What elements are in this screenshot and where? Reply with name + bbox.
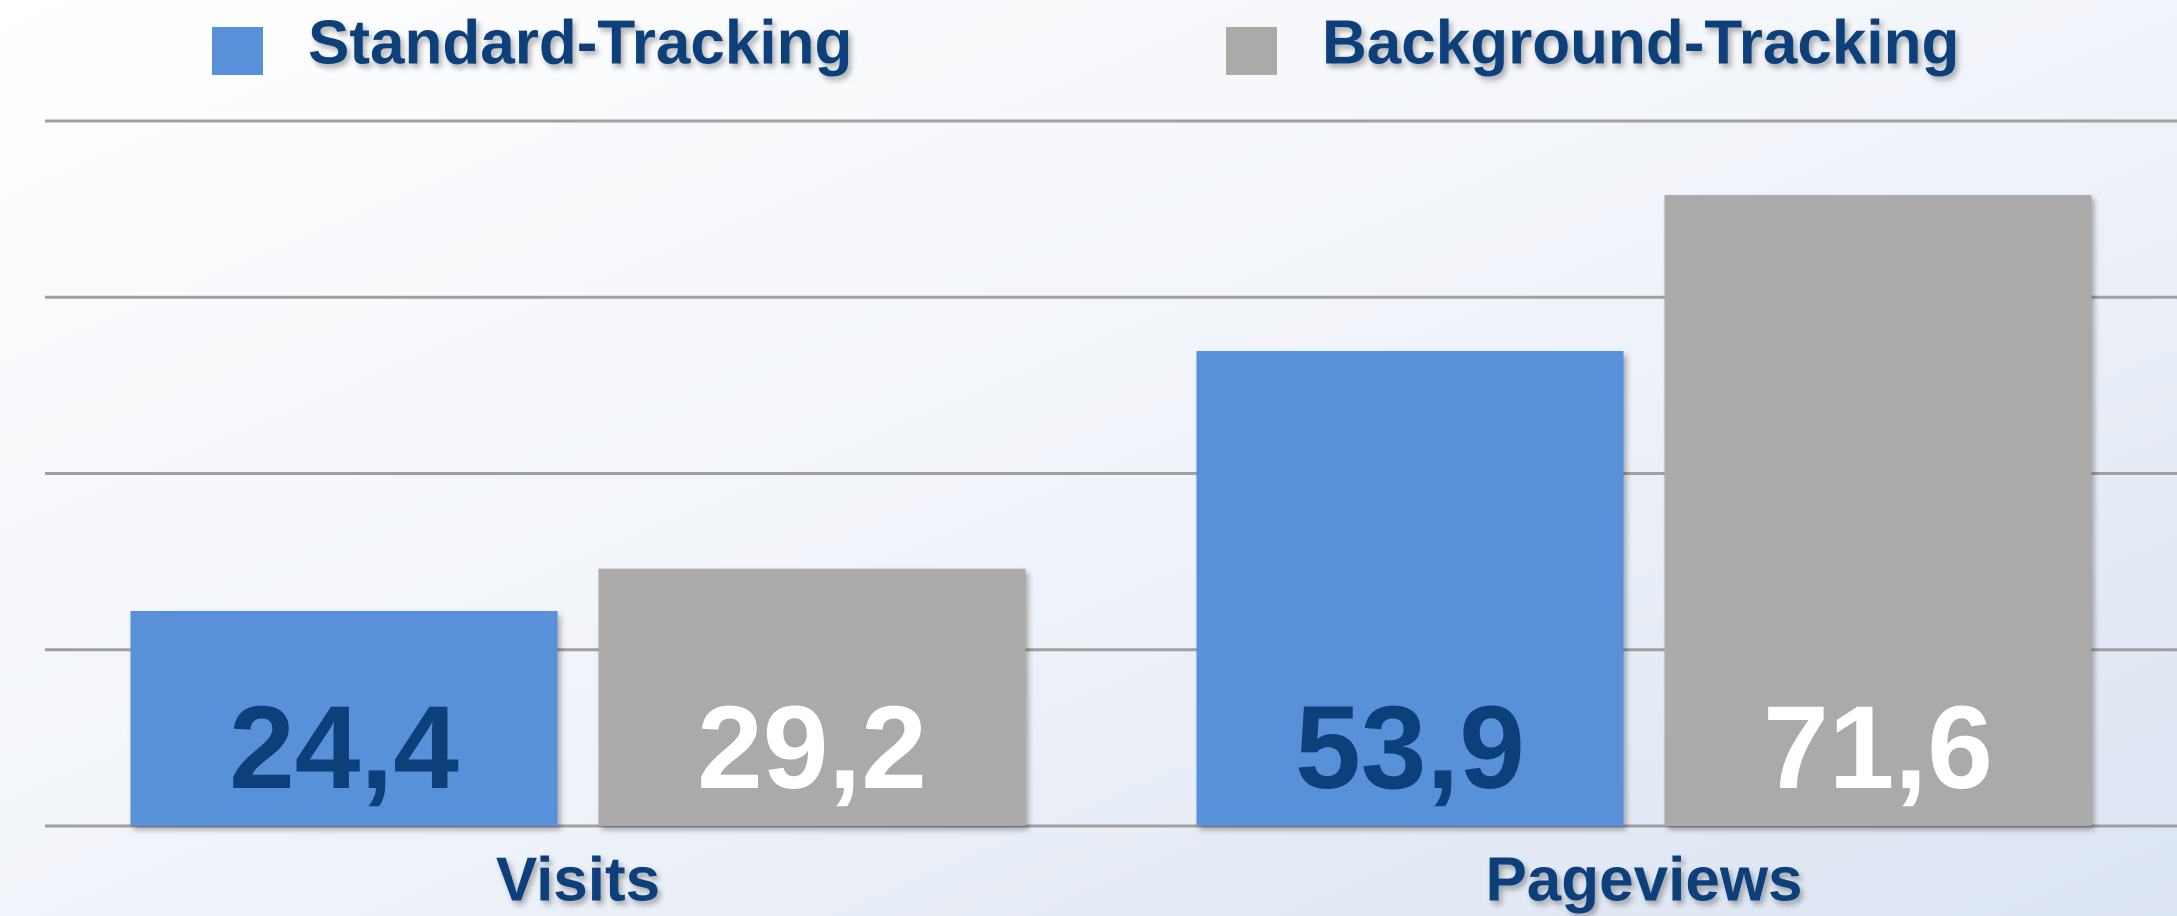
legend-swatch — [1226, 27, 1277, 75]
x-tick-label: Visits — [496, 845, 660, 914]
legend-label: Background-Tracking — [1322, 8, 1959, 77]
value-label: 24,4 — [229, 682, 459, 814]
bar — [598, 568, 1026, 826]
bar — [1664, 195, 2092, 826]
value-label: 53,9 — [1295, 682, 1525, 814]
bar — [1196, 351, 1624, 826]
legend-swatch — [212, 27, 263, 75]
legend-label: Standard-Tracking — [308, 8, 852, 77]
value-label: 29,2 — [697, 682, 927, 814]
value-label: 71,6 — [1763, 682, 1993, 814]
x-tick-label: Pageviews — [1485, 845, 1802, 914]
bar — [130, 610, 558, 826]
